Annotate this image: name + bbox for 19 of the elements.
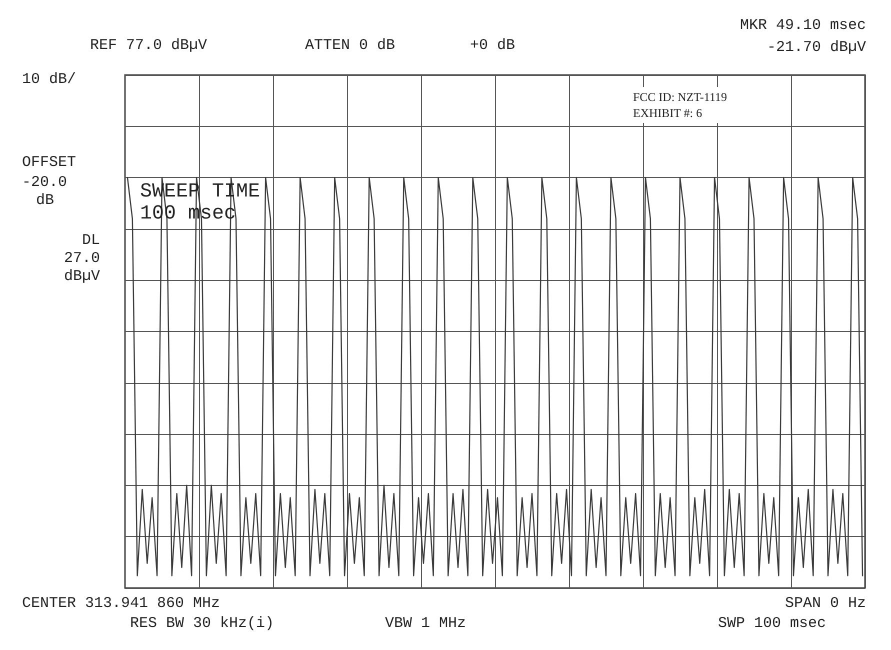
text: CENTER 313.941 860 MHz [22, 595, 220, 612]
text: ATTEN 0 dB [305, 37, 396, 54]
text: DL [82, 232, 100, 249]
text: +0 dB [470, 37, 516, 54]
text: SWP 100 msec [718, 615, 826, 632]
text: 10 dB/ [22, 71, 76, 88]
text: -20.0 [22, 174, 68, 191]
text: dBµV [64, 268, 100, 285]
text: 27.0 [64, 250, 100, 267]
text: OFFSET [22, 154, 76, 171]
text: SPAN 0 Hz [784, 595, 866, 612]
text: REF 77.0 dBµV [90, 37, 208, 54]
text: -21.70 dBµV [766, 39, 866, 56]
text: VBW 1 MHz [385, 615, 466, 632]
text: EXHIBIT #: 6 [633, 106, 702, 120]
text: MKR 49.10 msec [740, 17, 866, 34]
text: dB [36, 192, 54, 209]
text: RES BW 30 kHz(i) [130, 615, 274, 632]
text: FCC ID: NZT-1119 [633, 90, 728, 104]
